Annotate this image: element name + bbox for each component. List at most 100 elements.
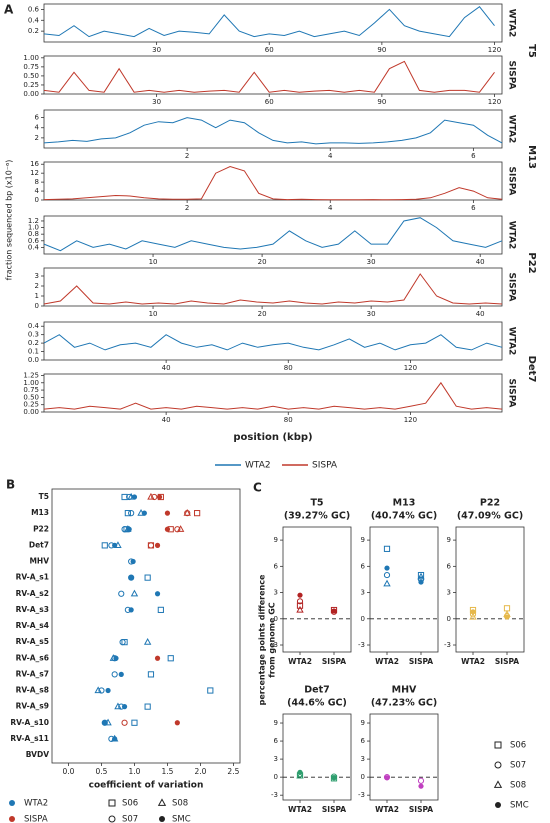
subplot-title: Det7 <box>304 685 329 696</box>
marker-circle <box>126 493 133 501</box>
legend-label: SMC <box>172 815 191 823</box>
x-tick-label: 40 <box>476 310 485 318</box>
marker-square <box>503 605 511 612</box>
x-tick-label: 120 <box>488 46 501 54</box>
y-tick-label: -3 <box>271 641 278 649</box>
legend-label: S08 <box>510 781 526 791</box>
marker-triangle <box>147 492 155 500</box>
coverage-line <box>43 117 503 145</box>
marker-dot <box>102 720 108 726</box>
category-label: RV-A_s4 <box>16 621 49 630</box>
subplot-subtitle: (47.23% GC) <box>371 698 437 709</box>
subplot-title: M13 <box>393 498 416 509</box>
marker-square <box>417 571 425 579</box>
y-tick-label: 0.00 <box>23 90 39 98</box>
marker-triangle <box>143 637 152 645</box>
legend-label: S07 <box>122 815 138 823</box>
y-axis-label: from genome GC <box>268 602 277 678</box>
marker-circle <box>151 493 158 501</box>
marker-circle <box>174 526 181 533</box>
marker-dot <box>418 783 424 789</box>
y-tick-label: 6 <box>361 737 366 745</box>
marker-dot <box>126 526 132 532</box>
marker-dot <box>159 816 165 822</box>
x-tick-label: 10 <box>149 258 158 266</box>
plot-frame <box>43 3 503 43</box>
category-label: P22 <box>33 524 49 533</box>
x-tick-label: 120 <box>404 416 417 424</box>
plot-frame <box>43 109 503 149</box>
legend-label: S06 <box>122 799 138 809</box>
x-tick-label: 1.0 <box>128 767 140 776</box>
y-tick-label: -3 <box>444 641 451 649</box>
y-tick-label: 3 <box>361 589 365 597</box>
marker-dot <box>112 542 118 548</box>
x-tick-label: SISPA <box>495 657 519 666</box>
legend-label: SMC <box>510 801 529 811</box>
genome-label: P22 <box>526 252 537 273</box>
x-tick-label: 6 <box>471 204 476 212</box>
subplot-subtitle: (40.74% GC) <box>371 511 437 522</box>
marker-triangle <box>417 572 425 580</box>
marker-dot <box>112 736 118 742</box>
y-tick-label: 1.00 <box>23 54 39 62</box>
legend-label: S06 <box>510 741 526 751</box>
marker-dot <box>128 575 134 581</box>
subplot-title: P22 <box>480 498 500 509</box>
marker-dot <box>164 526 171 532</box>
x-tick-label: SISPA <box>409 657 433 666</box>
marker-square <box>144 574 151 581</box>
y-tick-label: 8 <box>35 178 39 186</box>
category-label: M13 <box>31 508 49 517</box>
x-tick-label: 60 <box>265 46 274 54</box>
marker-square <box>124 510 131 517</box>
x-tick-label: WTA2 <box>375 657 399 666</box>
marker-circle <box>121 719 128 726</box>
plot-frame <box>43 267 503 307</box>
y-tick-label: 0.4 <box>28 243 40 251</box>
category-label: RV-A_s2 <box>16 589 49 598</box>
x-tick-label: 40 <box>476 258 485 266</box>
x-axis-label: position (kbp) <box>233 432 312 443</box>
genome-label: M13 <box>526 145 537 169</box>
y-tick-label: 0 <box>274 773 278 781</box>
plot-frame <box>369 526 439 653</box>
y-tick-label: 0 <box>274 615 278 623</box>
marker-dot <box>131 494 138 500</box>
x-tick-label: 4 <box>328 152 333 160</box>
y-tick-label: 0.50 <box>23 72 39 80</box>
x-tick-label: 40 <box>162 416 171 424</box>
marker-dot <box>128 607 134 613</box>
marker-triangle <box>493 780 503 788</box>
marker-square <box>167 655 174 662</box>
marker-dot <box>174 720 180 726</box>
x-tick-label: WTA2 <box>288 805 312 814</box>
x-tick-label: 120 <box>488 98 501 106</box>
marker-dot <box>113 655 119 661</box>
y-tick-label: 0.25 <box>23 401 39 409</box>
y-tick-label: 0.75 <box>23 63 39 71</box>
marker-triangle <box>157 798 167 806</box>
x-tick-label: 30 <box>367 310 376 318</box>
plot-frame <box>43 55 503 95</box>
y-tick-label: 3 <box>361 755 365 763</box>
x-tick-label: WTA2 <box>375 805 399 814</box>
category-label: MHV <box>29 557 49 566</box>
category-label: RV-A_s9 <box>16 702 49 711</box>
marker-triangle <box>130 589 139 597</box>
marker-square <box>296 602 304 609</box>
y-tick-label: 6 <box>274 562 279 570</box>
marker-circle <box>119 639 126 646</box>
y-tick-label: 0.0 <box>28 356 39 364</box>
marker-triangle <box>383 579 391 587</box>
marker-circle <box>147 542 155 549</box>
y-tick-label: 3 <box>35 272 39 280</box>
marker-dot <box>130 558 136 565</box>
method-label: SISPA <box>507 272 517 301</box>
legend-label: SISPA <box>312 461 338 471</box>
subplot-subtitle: (47.09% GC) <box>457 511 523 522</box>
marker-square <box>131 719 138 726</box>
y-tick-label: 16 <box>30 160 39 168</box>
marker-square <box>101 542 108 549</box>
marker-dot <box>495 802 501 808</box>
